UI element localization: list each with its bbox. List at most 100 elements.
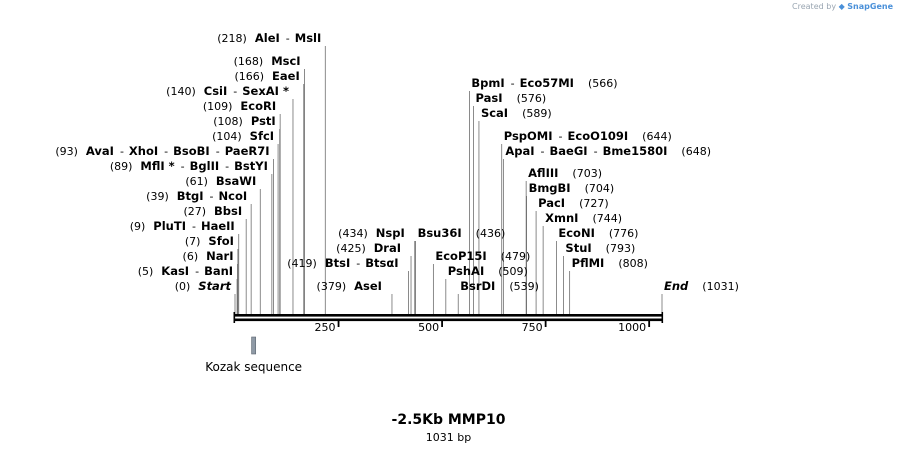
enzyme-nari[interactable]: NarI	[206, 249, 233, 263]
enzyme-bmgbi[interactable]: BmgBI	[529, 181, 571, 195]
site-position: (479)	[501, 250, 531, 263]
map-length: 1031 bp	[425, 431, 472, 444]
site-position: (644)	[642, 130, 672, 143]
enzyme-msli[interactable]: MslI	[295, 31, 322, 45]
feature-label: Kozak sequence	[205, 360, 302, 374]
backbone-strand-top	[235, 314, 663, 317]
site-position: (1031)	[702, 280, 739, 293]
enzyme-pshai[interactable]: PshAI	[448, 264, 484, 278]
enzyme-econi[interactable]: EcoNI	[558, 226, 594, 240]
site-position: (9)	[130, 220, 146, 233]
enzyme-scai[interactable]: ScaI	[481, 106, 508, 120]
name-separator: -	[164, 145, 168, 158]
enzyme-stui[interactable]: StuI	[565, 241, 591, 255]
site-position: (808)	[618, 257, 648, 270]
ruler-tick-label: 500	[418, 321, 439, 334]
snapgene-watermark: Created by ◆ SnapGene	[792, 2, 893, 11]
name-separator: -	[120, 145, 124, 158]
backbone-start-cap	[233, 312, 236, 323]
site-position: (108)	[213, 115, 243, 128]
site-position: (793)	[606, 242, 636, 255]
site-position: (776)	[609, 227, 639, 240]
enzyme-start[interactable]: Start	[198, 279, 231, 293]
kozak-feature-box[interactable]	[251, 336, 257, 355]
site-position: (140)	[166, 85, 196, 98]
enzyme-apai[interactable]: ApaI	[505, 144, 534, 158]
enzyme-btgi[interactable]: BtgI	[177, 189, 204, 203]
enzyme-msci[interactable]: MscI	[271, 54, 300, 68]
name-separator: -	[210, 190, 214, 203]
enzyme-bbsi[interactable]: BbsI	[214, 204, 242, 218]
site-position: (539)	[509, 280, 539, 293]
name-separator: -	[356, 257, 360, 270]
enzyme-xhoi[interactable]: XhoI	[129, 144, 158, 158]
enzyme-bsobi[interactable]: BsoBI	[173, 144, 210, 158]
site-position: (419)	[287, 257, 317, 270]
site-position: (104)	[212, 130, 242, 143]
enzyme-baegi[interactable]: BaeGI	[550, 144, 588, 158]
site-position: (109)	[203, 100, 233, 113]
map-title: -2.5Kb MMP10	[391, 412, 506, 428]
enzyme-csii[interactable]: CsiI	[204, 84, 228, 98]
site-position: (648)	[681, 145, 711, 158]
enzyme-sfoi[interactable]: SfoI	[208, 234, 233, 248]
enzyme-bme1580i[interactable]: Bme1580I	[603, 144, 668, 158]
name-separator: -	[559, 130, 563, 143]
site-position: (576)	[517, 92, 547, 105]
site-position: (744)	[592, 212, 622, 225]
enzyme-bani[interactable]: BanI	[204, 264, 233, 278]
enzyme-bsu36i[interactable]: Bsu36I	[418, 226, 462, 240]
enzyme-nspi[interactable]: NspI	[376, 226, 405, 240]
enzyme-sfci[interactable]: SfcI	[250, 129, 274, 143]
enzyme-bsrdi[interactable]: BsrDI	[460, 279, 495, 293]
site-position: (61)	[185, 175, 208, 188]
watermark-prefix: Created by	[792, 2, 837, 11]
enzyme-bpmi[interactable]: BpmI	[471, 76, 504, 90]
site-position: (166)	[234, 70, 264, 83]
enzyme-pspomi[interactable]: PspOMI	[504, 129, 553, 143]
name-separator: -	[216, 145, 220, 158]
site-position: (509)	[498, 265, 528, 278]
enzyme-pluti[interactable]: PluTI	[153, 219, 186, 233]
site-position: (589)	[522, 107, 552, 120]
enzyme-afliii[interactable]: AflIII	[528, 166, 558, 180]
enzyme-kasi[interactable]: KasI	[161, 264, 189, 278]
site-position: (704)	[585, 182, 615, 195]
enzyme-bglii[interactable]: BglII	[190, 159, 220, 173]
ruler-ticks: 250 500 750 1000	[315, 320, 651, 334]
site-position: (379)	[317, 280, 347, 293]
enzyme-avai[interactable]: AvaI	[86, 144, 114, 158]
enzyme-paer7i[interactable]: PaeR7I	[225, 144, 270, 158]
site-position: (27)	[183, 205, 206, 218]
enzyme-asei[interactable]: AseI	[354, 279, 382, 293]
enzyme-end[interactable]: End	[664, 279, 689, 293]
enzyme-sexai[interactable]: SexAI *	[242, 84, 289, 98]
enzyme-psti[interactable]: PstI	[251, 114, 276, 128]
enzyme-eco57mi[interactable]: Eco57MI	[520, 76, 574, 90]
site-position: (168)	[234, 55, 264, 68]
backbone-end-cap	[661, 312, 664, 323]
enzyme-pflmi[interactable]: PflMI	[572, 256, 605, 270]
enzyme-bsawi[interactable]: BsaWI	[216, 174, 256, 188]
enzyme-haeii[interactable]: HaeII	[201, 219, 235, 233]
enzyme-ecoo109i[interactable]: EcoO109I	[568, 129, 629, 143]
enzyme-mfli[interactable]: MflI *	[140, 159, 174, 173]
name-separator: -	[192, 220, 196, 233]
enzyme-ecop15i[interactable]: EcoP15I	[435, 249, 486, 263]
watermark-brand: SnapGene	[847, 2, 893, 11]
enzyme-ncoi[interactable]: NcoI	[219, 189, 248, 203]
site-position: (5)	[138, 265, 154, 278]
enzyme-paci[interactable]: PacI	[538, 196, 565, 210]
backbone-strand-bottom	[235, 318, 663, 322]
enzyme-pasi[interactable]: PasI	[476, 91, 503, 105]
enzyme-alei[interactable]: AleI	[255, 31, 280, 45]
enzyme-btsi[interactable]: BtsI	[325, 256, 350, 270]
site-position: (727)	[579, 197, 609, 210]
feature-track: Kozak sequence	[205, 336, 302, 374]
enzyme-eaei[interactable]: EaeI	[272, 69, 300, 83]
enzyme-drai[interactable]: DraI	[374, 241, 401, 255]
enzyme-ecori[interactable]: EcoRI	[240, 99, 276, 113]
enzyme-bstyi[interactable]: BstYI	[234, 159, 268, 173]
enzyme-xmni[interactable]: XmnI	[545, 211, 578, 225]
enzyme-bts-i[interactable]: BtsαI	[365, 256, 398, 270]
